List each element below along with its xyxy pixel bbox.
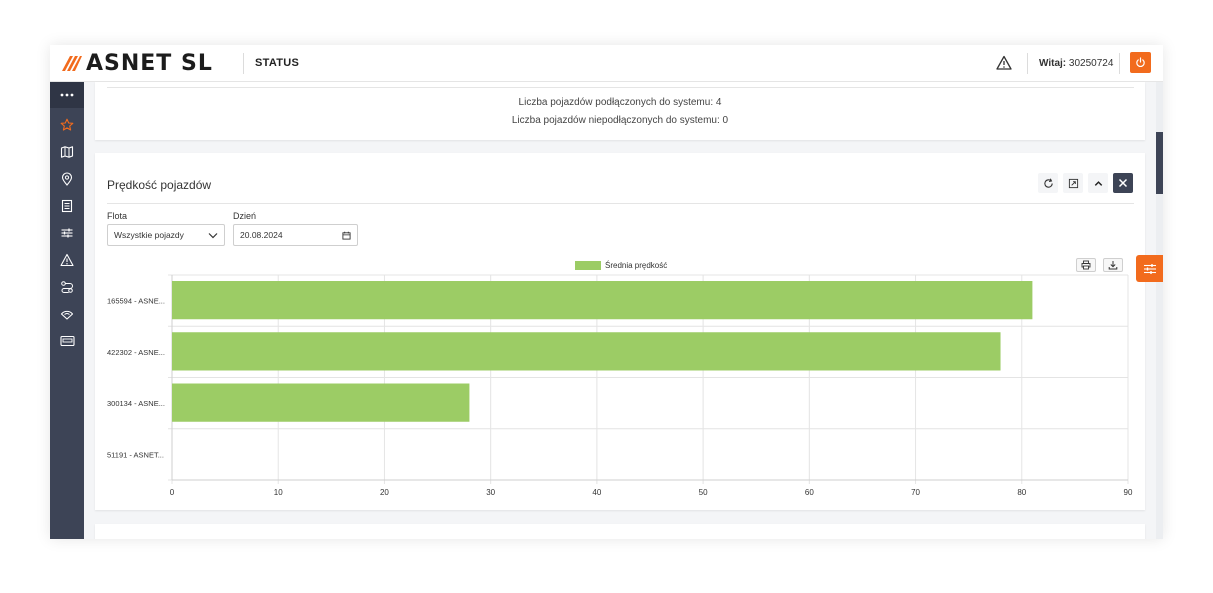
day-date-input[interactable]: 20.08.2024: [233, 224, 358, 246]
location-pin-icon: [61, 172, 73, 186]
logo-mark-icon: [62, 56, 82, 71]
status-card-divider: [107, 87, 1134, 88]
top-bar: ASNET SL STATUS Witaj: 30250724: [50, 45, 1163, 82]
x-tick-label: 50: [699, 488, 708, 497]
refresh-icon: [1043, 177, 1053, 188]
category-label: 300134 - ASNE...: [107, 399, 165, 408]
speed-bar: [172, 281, 1033, 320]
fleet-label: Flota: [107, 211, 128, 221]
map-icon: [60, 146, 74, 158]
collapse-button[interactable]: [1088, 173, 1108, 193]
x-tick-label: 40: [592, 488, 601, 497]
page-title: STATUS: [255, 57, 300, 69]
vehicle-speed-card: Prędkość pojazdów Flota Wsz: [95, 153, 1145, 510]
user-id: 30250724: [1068, 58, 1114, 69]
logo[interactable]: ASNET SL: [60, 50, 213, 76]
more-dots-icon: [60, 93, 74, 97]
close-card-button[interactable]: [1113, 173, 1133, 193]
download-icon: [1108, 261, 1118, 270]
sidebar-item-favorites[interactable]: [50, 112, 84, 138]
speed-bar: [172, 383, 470, 422]
sidebar-item-location[interactable]: [50, 166, 84, 192]
filter-panel-toggle[interactable]: [1136, 255, 1163, 282]
signal-icon: [60, 310, 74, 320]
sidebar-item-more[interactable]: [50, 82, 84, 108]
chart-legend[interactable]: Średnia prędkość: [575, 261, 667, 270]
header-divider: [243, 53, 244, 74]
printer-icon: [1081, 260, 1091, 270]
legend-label: Średnia prędkość: [605, 261, 668, 270]
category-label: 165594 - ASNE...: [107, 297, 165, 306]
page-scrollbar[interactable]: [1156, 82, 1163, 539]
refresh-button[interactable]: [1038, 173, 1058, 193]
sliders-icon: [61, 228, 73, 238]
sidebar-item-reports[interactable]: [50, 193, 84, 219]
x-tick-label: 30: [486, 488, 495, 497]
sidebar: [50, 82, 84, 539]
close-icon: [1118, 178, 1128, 188]
print-chart-button[interactable]: [1076, 258, 1096, 272]
fullscreen-button[interactable]: [1063, 173, 1083, 193]
x-tick-label: 0: [170, 488, 175, 497]
speed-bar: [172, 332, 1001, 371]
sidebar-item-map[interactable]: [50, 139, 84, 165]
download-chart-button[interactable]: [1103, 258, 1123, 272]
fleet-select[interactable]: Wszystkie pojazdy: [107, 224, 225, 246]
day-date-value: 20.08.2024: [240, 230, 283, 240]
category-label: 422302 - ASNE...: [107, 348, 165, 357]
x-tick-label: 20: [380, 488, 389, 497]
header-divider-2: [1027, 53, 1028, 74]
logo-text: ASNET SL: [86, 50, 213, 76]
alerts-warning-icon[interactable]: [996, 55, 1012, 71]
welcome-text: Witaj: 30250724: [1039, 58, 1113, 69]
x-tick-label: 70: [911, 488, 920, 497]
logout-button[interactable]: [1130, 52, 1151, 73]
chevron-up-icon: [1094, 180, 1102, 186]
card-header-divider: [107, 203, 1134, 204]
chevron-down-icon: [208, 233, 218, 239]
next-card: [95, 524, 1145, 539]
app-window: ASNET SL STATUS Witaj: 30250724: [50, 45, 1163, 539]
sidebar-item-routes[interactable]: [50, 274, 84, 300]
x-tick-label: 60: [805, 488, 814, 497]
x-tick-label: 90: [1124, 488, 1133, 497]
welcome-label: Witaj:: [1039, 58, 1067, 69]
expand-icon: [1068, 178, 1078, 188]
sidebar-item-alerts[interactable]: [50, 247, 84, 273]
status-card: Liczba pojazdów podłączonych do systemu:…: [95, 82, 1145, 140]
document-icon: [61, 199, 73, 213]
connected-count-text: Liczba pojazdów podłączonych do systemu:…: [518, 97, 722, 108]
speed-bar-chart: 165594 - ASNE... 422302 - ASNE... 300134 -…: [107, 274, 1133, 497]
route-icon: [61, 281, 73, 293]
legend-swatch: [575, 261, 601, 270]
header-divider-3: [1119, 53, 1120, 74]
card-icon: [59, 335, 75, 347]
card-title: Prędkość pojazdów: [107, 178, 212, 192]
scrollbar-thumb[interactable]: [1156, 132, 1163, 194]
star-icon: [60, 118, 74, 131]
sidebar-item-cards[interactable]: [50, 328, 84, 354]
sidebar-item-connection[interactable]: [50, 301, 84, 327]
sidebar-item-settings[interactable]: [50, 220, 84, 246]
warning-icon: [60, 253, 74, 267]
day-label: Dzień: [233, 211, 257, 221]
calendar-icon: [342, 231, 351, 240]
filter-sliders-icon: [1143, 263, 1156, 274]
disconnected-count-text: Liczba pojazdów niepodłączonych do syste…: [511, 115, 729, 126]
fleet-select-value: Wszystkie pojazdy: [114, 230, 184, 240]
x-tick-label: 80: [1017, 488, 1026, 497]
power-icon: [1136, 57, 1145, 68]
category-label: 51191 - ASNET...: [107, 450, 164, 459]
x-tick-label: 10: [274, 488, 283, 497]
